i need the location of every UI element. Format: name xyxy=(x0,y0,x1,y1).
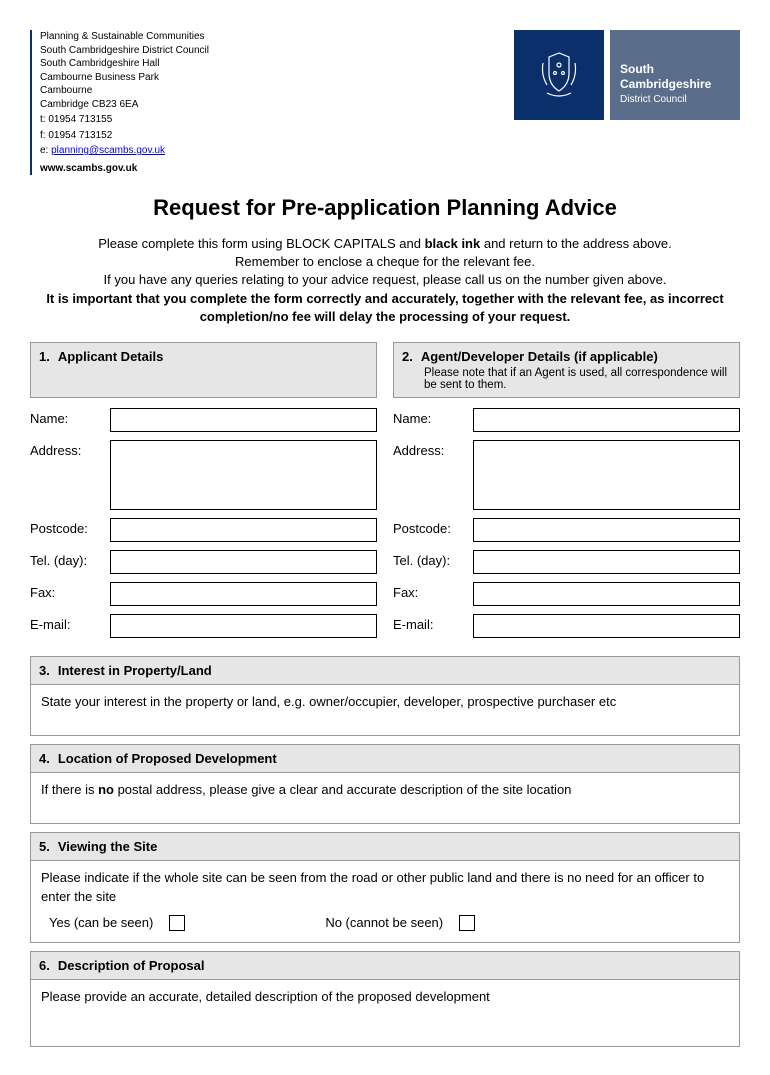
section-6-head: 6.Description of Proposal xyxy=(30,951,740,980)
section-2-head: 2.Agent/Developer Details (if applicable… xyxy=(393,342,740,398)
section-2-note: Please note that if an Agent is used, al… xyxy=(424,367,731,391)
applicant-column: 1.Applicant Details Name: Address: Postc… xyxy=(30,342,377,646)
section-5-head: 5.Viewing the Site xyxy=(30,832,740,861)
section-5: 5.Viewing the Site Please indicate if th… xyxy=(30,832,740,943)
fax-line: f: 01954 713152 xyxy=(40,129,209,143)
agent-tel-input[interactable] xyxy=(473,550,740,574)
section-4-head: 4.Location of Proposed Development xyxy=(30,744,740,773)
address-line: South Cambridgeshire Hall xyxy=(40,57,209,71)
intro-text: Please complete this form using BLOCK CA… xyxy=(30,235,740,326)
address-line: Planning & Sustainable Communities xyxy=(40,30,209,44)
name-label: Name: xyxy=(30,408,110,426)
email-label: E-mail: xyxy=(30,614,110,632)
org-name-box: South Cambridgeshire District Council xyxy=(610,30,740,120)
tel-label: Tel. (day): xyxy=(393,550,473,568)
address-line: South Cambridgeshire District Council xyxy=(40,44,209,58)
name-label: Name: xyxy=(393,408,473,426)
section-4-body[interactable]: If there is no postal address, please gi… xyxy=(30,773,740,824)
postcode-label: Postcode: xyxy=(393,518,473,536)
address-label: Address: xyxy=(393,440,473,458)
org-line: South xyxy=(620,62,730,78)
email-line: e: planning@scambs.gov.uk xyxy=(40,144,209,158)
no-label: No (cannot be seen) xyxy=(325,914,443,932)
section-3: 3.Interest in Property/Land State your i… xyxy=(30,656,740,736)
section-3-body[interactable]: State your interest in the property or l… xyxy=(30,685,740,736)
address-line: Cambridge CB23 6EA xyxy=(40,98,209,112)
section-5-body: Please indicate if the whole site can be… xyxy=(30,861,740,943)
yes-checkbox[interactable] xyxy=(169,915,185,931)
section-1-head: 1.Applicant Details xyxy=(30,342,377,398)
email-link[interactable]: planning@scambs.gov.uk xyxy=(51,145,165,156)
org-line: District Council xyxy=(620,93,730,106)
address-line: Cambourne xyxy=(40,84,209,98)
crest-icon xyxy=(514,30,604,120)
applicant-name-input[interactable] xyxy=(110,408,377,432)
applicant-address-input[interactable] xyxy=(110,440,377,510)
applicant-email-input[interactable] xyxy=(110,614,377,638)
no-checkbox[interactable] xyxy=(459,915,475,931)
fax-label: Fax: xyxy=(393,582,473,600)
fax-label: Fax: xyxy=(30,582,110,600)
agent-postcode-input[interactable] xyxy=(473,518,740,542)
page-title: Request for Pre-application Planning Adv… xyxy=(30,195,740,221)
sender-address-block: Planning & Sustainable Communities South… xyxy=(30,30,209,175)
agent-email-input[interactable] xyxy=(473,614,740,638)
website: www.scambs.gov.uk xyxy=(40,162,209,176)
applicant-tel-input[interactable] xyxy=(110,550,377,574)
address-label: Address: xyxy=(30,440,110,458)
agent-fax-input[interactable] xyxy=(473,582,740,606)
applicant-postcode-input[interactable] xyxy=(110,518,377,542)
agent-address-input[interactable] xyxy=(473,440,740,510)
email-label: E-mail: xyxy=(393,614,473,632)
yes-label: Yes (can be seen) xyxy=(49,914,153,932)
agent-column: 2.Agent/Developer Details (if applicable… xyxy=(393,342,740,646)
section-6-body[interactable]: Please provide an accurate, detailed des… xyxy=(30,980,740,1047)
letterhead: Planning & Sustainable Communities South… xyxy=(30,30,740,175)
postcode-label: Postcode: xyxy=(30,518,110,536)
section-6: 6.Description of Proposal Please provide… xyxy=(30,951,740,1047)
section-3-head: 3.Interest in Property/Land xyxy=(30,656,740,685)
org-line: Cambridgeshire xyxy=(620,77,730,93)
address-line: Cambourne Business Park xyxy=(40,71,209,85)
tel-line: t: 01954 713155 xyxy=(40,113,209,127)
tel-label: Tel. (day): xyxy=(30,550,110,568)
applicant-fax-input[interactable] xyxy=(110,582,377,606)
section-4: 4.Location of Proposed Development If th… xyxy=(30,744,740,824)
logo-block: South Cambridgeshire District Council xyxy=(514,30,740,120)
agent-name-input[interactable] xyxy=(473,408,740,432)
